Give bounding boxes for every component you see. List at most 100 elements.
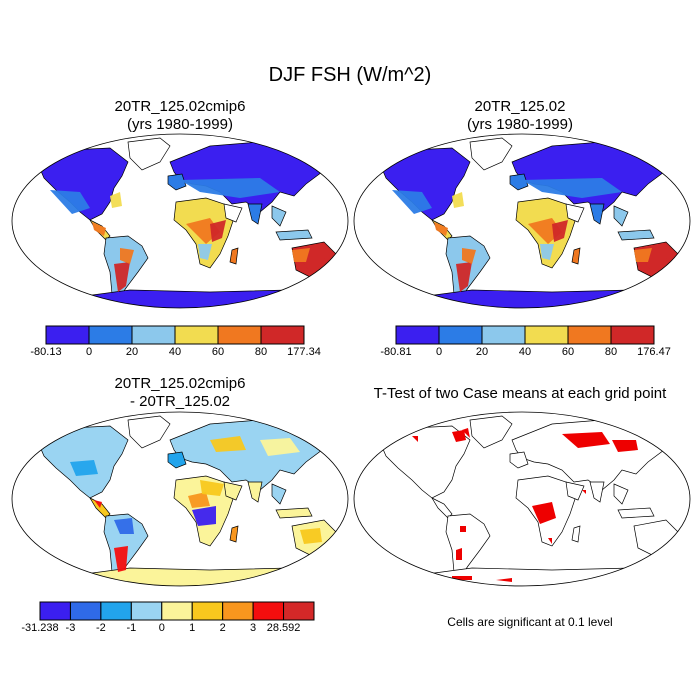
panel-title-top-left: 20TR_125.02cmip6 (yrs 1980-1999) — [30, 98, 330, 134]
colorbar-tick-label: -1 — [126, 622, 137, 634]
map-value-patch — [114, 546, 128, 572]
panel-title-line2: - 20TR_125.02 — [129, 393, 231, 410]
map-value-patch — [110, 192, 122, 208]
map-value-patch — [120, 248, 134, 264]
continent-australia — [633, 519, 679, 557]
significant-cells — [452, 576, 472, 580]
continent-europeWest — [509, 451, 529, 469]
map-value-patch — [50, 190, 90, 214]
colorbar-tick-label: 0 — [435, 346, 443, 358]
colorbar-swatch — [100, 601, 132, 621]
map-frame — [353, 411, 691, 587]
colorbar-tick-label: 80 — [254, 346, 268, 358]
significant-cells — [548, 538, 552, 544]
continent-madagascar — [229, 247, 239, 265]
continent-indonesia — [617, 229, 655, 241]
colorbar-tick-label: 20 — [125, 346, 139, 358]
continent-india — [247, 481, 263, 503]
map-value-patch — [114, 518, 134, 534]
continent-antarctica — [411, 289, 673, 308]
continent-seAsia — [613, 205, 629, 227]
map-land-group — [379, 137, 679, 308]
colorbar-swatch — [283, 601, 315, 621]
colorbar-tick-label: -31.238 — [21, 622, 59, 634]
panel-title-bottom-left: 20TR_125.02cmip6 - 20TR_125.02 — [30, 375, 330, 411]
map-value-patch — [522, 178, 622, 198]
panel-title-line1: 20TR_125.02 — [474, 98, 566, 115]
significant-cells — [412, 436, 418, 442]
colorbar-labels-bottom-left: -31.238 -3 -2 -1 0 1 2 3 28.592 — [21, 622, 314, 636]
continent-india — [589, 481, 605, 503]
colorbar-tick-label: 177.34 — [287, 346, 321, 358]
map-value-patch — [180, 178, 280, 198]
map-value-patch — [300, 528, 322, 544]
continent-arabia — [223, 203, 243, 223]
map-value-patch — [552, 220, 568, 242]
map-land-group — [37, 137, 337, 308]
map-value-patch — [260, 438, 300, 456]
map-value-patch — [452, 192, 464, 208]
map-value-patch — [200, 480, 224, 496]
continent-arabia — [565, 203, 585, 223]
continent-europeWest — [509, 173, 529, 191]
map-land-group — [379, 415, 679, 586]
colorbar-tick-label: -3 — [65, 622, 76, 634]
colorbar-labels-top-right: -80.81 0 20 40 60 80 176.47 — [380, 346, 670, 360]
map-frame — [11, 411, 349, 587]
continent-seAsia — [271, 483, 287, 505]
significant-cells — [652, 422, 660, 428]
colorbar-tick-label: 0 — [85, 346, 93, 358]
map-value-patch — [456, 262, 472, 292]
colorbar-tick-label: 80 — [604, 346, 618, 358]
colorbar-tick-label: 40 — [168, 346, 182, 358]
panel-title-line1: 20TR_125.02cmip6 — [114, 98, 246, 115]
significant-cells — [456, 548, 462, 560]
map-value-patch — [210, 220, 226, 242]
significant-cells — [612, 440, 638, 452]
colorbar-swatch — [567, 325, 612, 345]
panel-title-line2: (yrs 1980-1999) — [127, 116, 233, 133]
continent-madagascar — [571, 247, 581, 265]
map-bottom-left — [11, 411, 349, 587]
continent-arabia — [565, 481, 585, 501]
significant-cells — [562, 432, 610, 448]
colorbar-swatch — [260, 325, 305, 345]
continent-greenland — [469, 415, 513, 449]
colorbar-swatch — [395, 325, 440, 345]
panel-title-top-right: 20TR_125.02 (yrs 1980-1999) — [370, 98, 670, 134]
map-frame — [353, 133, 691, 309]
colorbar-top-right — [395, 325, 655, 345]
map-top-left — [11, 133, 349, 309]
colorbar-tick-label: -2 — [95, 622, 106, 634]
map-value-patch — [634, 248, 652, 262]
significant-cells — [496, 578, 512, 582]
map-value-patch — [392, 190, 432, 214]
map-value-patch — [462, 248, 476, 264]
colorbar-tick-label: 60 — [211, 346, 225, 358]
colorbar-tick-label: 20 — [475, 346, 489, 358]
colorbar-swatch — [438, 325, 483, 345]
continent-northAmerica — [379, 425, 471, 499]
colorbar-swatch — [252, 601, 285, 621]
colorbar-tick-label: 28.592 — [266, 622, 301, 634]
continent-madagascar — [229, 525, 239, 543]
significant-cells — [462, 428, 470, 438]
figure-title: DJF FSH (W/m^2) — [268, 64, 432, 86]
colorbar-swatch — [222, 601, 254, 621]
colorbar-swatch — [130, 601, 163, 621]
colorbar-swatch — [481, 325, 526, 345]
map-value-patch — [210, 436, 246, 452]
colorbar-tick-label: 60 — [561, 346, 575, 358]
continent-madagascar — [571, 525, 581, 543]
colorbar-tick-label: 176.47 — [637, 346, 671, 358]
colorbar-tick-label: 40 — [518, 346, 532, 358]
map-value-patch — [114, 262, 130, 292]
continent-centralAmerica — [431, 497, 453, 519]
map-value-patch — [188, 492, 210, 508]
colorbar-tick-label: 1 — [189, 622, 196, 634]
map-value-patch — [434, 222, 448, 236]
continent-indonesia — [275, 229, 313, 241]
colorbar-swatch — [217, 325, 262, 345]
colorbar-swatch — [69, 601, 102, 621]
continent-arabia — [223, 481, 243, 501]
